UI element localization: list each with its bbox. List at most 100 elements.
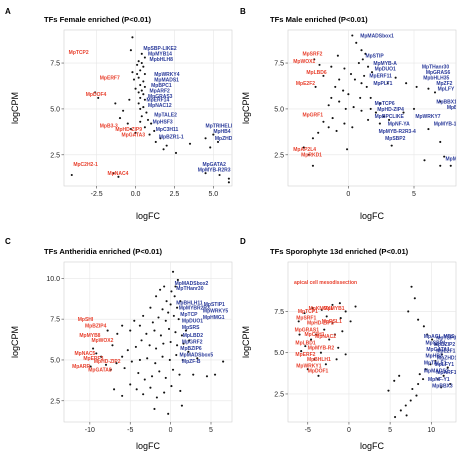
data-point [142, 393, 145, 396]
gene-label-blue: MpZF-B [182, 359, 201, 365]
data-point [417, 383, 420, 386]
data-point [162, 342, 165, 345]
gene-label-red: MpERF3 [83, 356, 103, 362]
gene-label-blue: MpHB4 [213, 129, 230, 135]
data-point [433, 91, 437, 94]
data-point [407, 310, 410, 313]
gene-label-red: MpRSL1 [322, 319, 342, 325]
gene-label-red: MpC3H1 [304, 332, 324, 338]
data-point [378, 122, 381, 125]
data-point [134, 87, 137, 90]
data-point [318, 63, 321, 66]
gene-label-red: MpERF7 [100, 76, 120, 82]
x-tick-label: 5 [388, 427, 392, 434]
data-point [132, 78, 136, 81]
data-point [337, 346, 340, 349]
gene-label-blue: MpERF11 [369, 74, 392, 80]
data-point [314, 85, 317, 88]
gene-label-red: MpLBD6 [306, 70, 326, 76]
data-point [320, 308, 323, 311]
data-point [330, 96, 333, 99]
gene-label-blue: MpTRIHELIX [206, 123, 237, 129]
gene-label-blue: MpMYB-L1 [446, 156, 472, 162]
data-point [161, 355, 164, 358]
data-point [148, 344, 151, 347]
data-point [143, 378, 146, 381]
gene-label-blue: MpGATA1 [426, 347, 450, 353]
data-point [338, 78, 341, 81]
data-point [399, 409, 402, 412]
panel-letter: A [5, 7, 11, 16]
data-point [151, 321, 154, 324]
data-point [140, 52, 143, 55]
y-tick-label: 2.5 [274, 152, 284, 159]
gene-label-blue: MpGRAS6 [426, 70, 451, 76]
gene-label-red: MpGRF1 [302, 112, 323, 118]
data-point [313, 358, 316, 361]
x-tick-label: 5 [412, 191, 416, 198]
gene-label-blue: MpZF2 [436, 81, 452, 87]
data-point [137, 76, 140, 79]
data-point [140, 61, 143, 65]
data-point [161, 308, 164, 311]
y-axis-label: logCPM [241, 92, 251, 124]
data-point [449, 383, 452, 386]
gene-label-blue: MpMYB14 [148, 52, 172, 58]
data-point [131, 71, 134, 74]
data-point [422, 378, 425, 381]
gene-label-blue: MpSBP1 [426, 340, 447, 346]
data-point [140, 89, 143, 92]
data-point [338, 302, 341, 305]
data-point [138, 358, 141, 362]
data-point [349, 72, 353, 76]
gene-label-blue: MpGRAS3 [148, 94, 173, 100]
gene-label-red: MpERF2 [295, 352, 315, 358]
y-tick-label: 7.5 [274, 61, 284, 68]
x-tick-label: -10 [85, 427, 95, 434]
y-tick-label: 2.5 [50, 398, 60, 405]
data-point [171, 270, 175, 273]
gene-label-red: MpWOX2 [91, 338, 113, 344]
y-tick-label: 5.0 [50, 357, 60, 364]
data-point [121, 324, 124, 327]
data-point [95, 352, 98, 355]
data-point [439, 140, 442, 144]
data-point [367, 118, 370, 121]
data-point [136, 63, 139, 66]
data-point [388, 118, 391, 121]
data-point [176, 344, 179, 347]
data-point [139, 96, 142, 99]
gene-label-blue: MpZHD5 [215, 136, 235, 142]
data-point [137, 60, 140, 63]
data-point [369, 107, 372, 110]
data-point [148, 133, 151, 136]
gene-label-red: MpHD-ZIP2 [94, 359, 121, 365]
data-point [145, 332, 148, 335]
gene-label-blue: MpBPCLIKE [375, 114, 405, 120]
data-point [335, 358, 338, 361]
gene-label-red: MpLBD1 [295, 340, 315, 346]
y-axis-label: logCPM [241, 326, 251, 358]
data-point [405, 82, 408, 85]
data-point [129, 383, 132, 386]
x-tick-label: -2.5 [91, 191, 103, 198]
gene-label-red: MpAP2L4 [293, 147, 316, 153]
gene-label-blue: MpZHD1 [437, 355, 457, 361]
data-point [126, 349, 129, 352]
data-point [192, 373, 195, 376]
data-point [123, 367, 126, 370]
y-tick-label: 7.5 [50, 61, 60, 68]
data-point [317, 374, 320, 377]
data-point [149, 306, 152, 309]
data-point [339, 317, 342, 320]
x-tick-label: 5.0 [208, 191, 218, 198]
data-point [364, 52, 367, 55]
gene-label-blue: MpLFY1 [435, 362, 455, 368]
data-point [174, 285, 177, 288]
data-point [143, 72, 146, 76]
data-point [170, 385, 173, 388]
y-tick-label: 7.5 [274, 309, 284, 316]
data-point [97, 96, 100, 99]
data-point [94, 91, 97, 94]
